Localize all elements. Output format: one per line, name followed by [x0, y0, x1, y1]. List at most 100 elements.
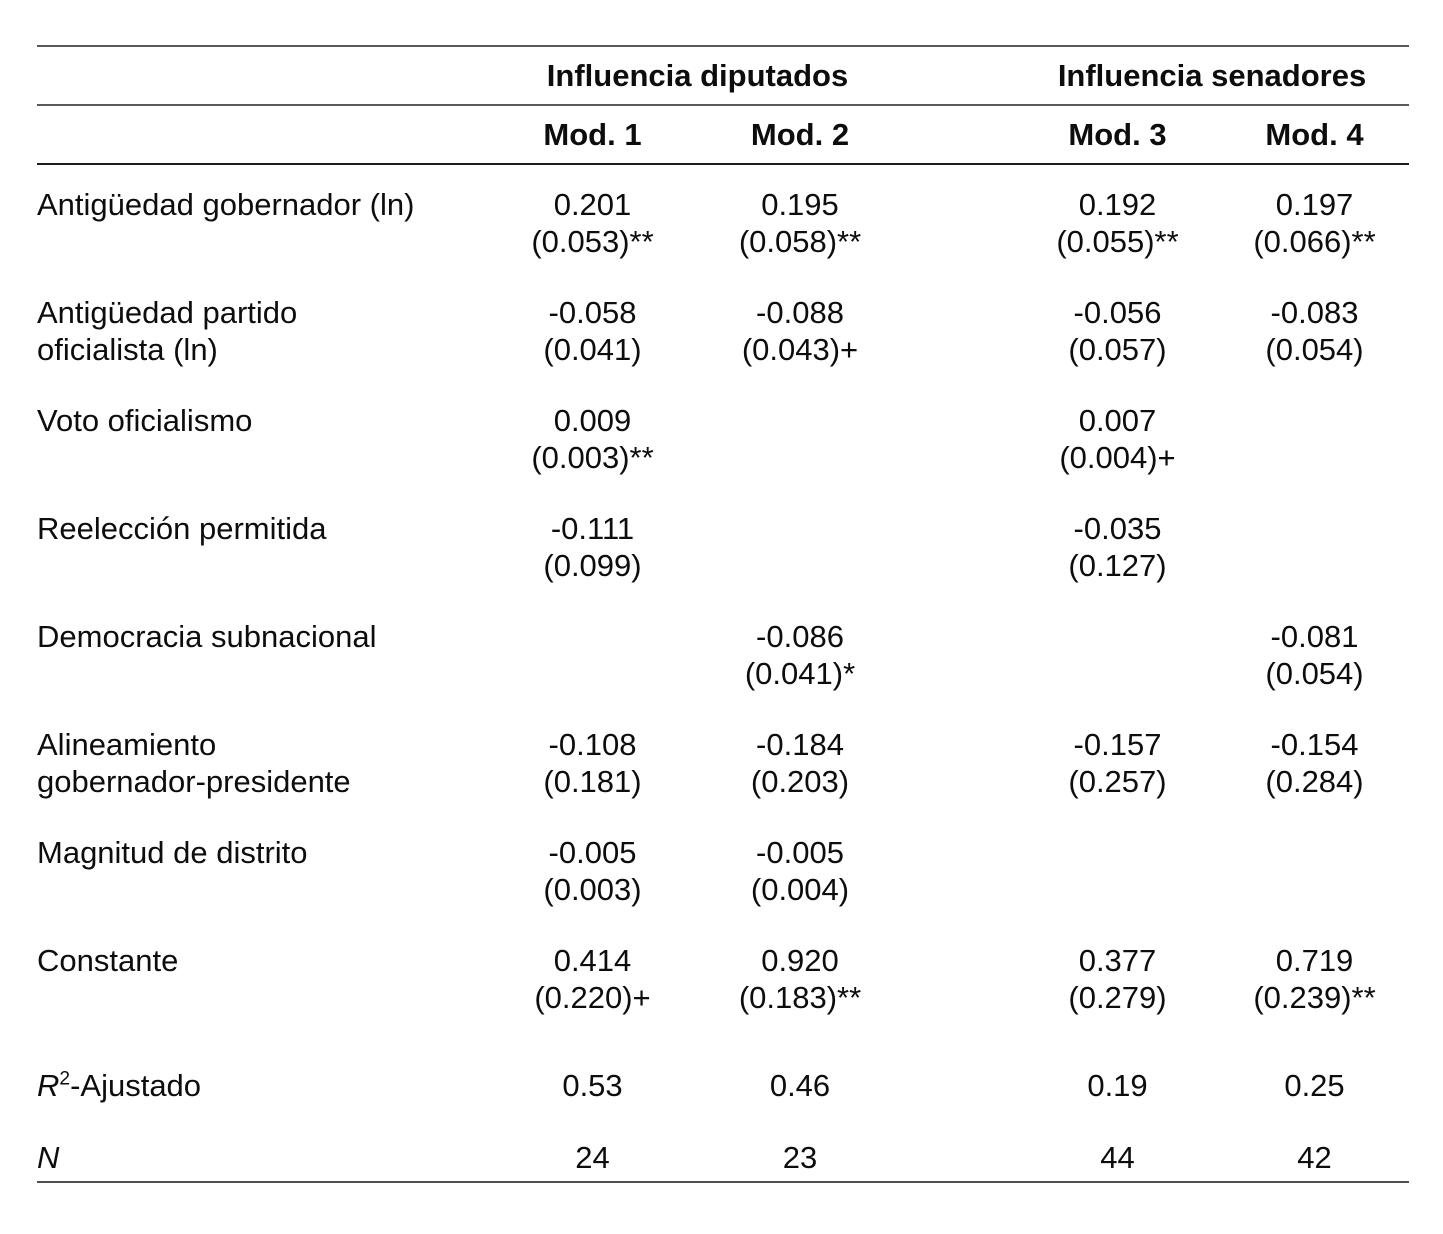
coef-cell	[490, 618, 695, 726]
coef-cell: 0.719 (0.239)**	[1220, 942, 1409, 1050]
standard-error-value: (0.054)	[1265, 656, 1364, 691]
col-group-senadores: Influencia senadores	[1015, 46, 1410, 106]
table-header: Influencia diputados Influencia senadore…	[37, 46, 1410, 165]
coefficient-value: 0.719	[1275, 943, 1354, 978]
coef-cell: 0.414 (0.220)+	[490, 942, 695, 1050]
standard-error-value: (0.279)	[1068, 980, 1167, 1015]
coefficient-value: -0.056	[1073, 295, 1162, 330]
empty-corner-cell	[37, 105, 490, 165]
coef-cell: 0.192 (0.055)**	[1015, 164, 1220, 294]
stat-value: 24	[490, 1104, 695, 1183]
coefficient-value: -0.157	[1073, 727, 1162, 762]
coefficient-value: 0.920	[761, 943, 839, 978]
coef-row: Magnitud de distrito -0.005 (0.003) -0.005(…	[37, 834, 1409, 942]
standard-error-value: (0.057)	[1068, 332, 1167, 367]
regression-table-wrapper: Influencia diputados Influencia senadore…	[37, 45, 1410, 1183]
coef-cell	[1015, 834, 1220, 942]
column-gap	[905, 618, 1015, 726]
standard-error-value: (0.203)	[750, 764, 850, 799]
col-group-diputados: Influencia diputados	[490, 46, 905, 106]
standard-error-value: (0.284)	[1265, 764, 1364, 799]
standard-error-value: (0.220)+	[534, 980, 651, 1015]
coef-cell: -0.058 (0.041)	[490, 294, 695, 402]
coef-cell: -0.086 (0.041)*	[695, 618, 905, 726]
coefficient-value: -0.005	[548, 835, 637, 870]
coefficient-value: 0.192	[1078, 187, 1157, 222]
coef-cell: -0.056 (0.057)	[1015, 294, 1220, 402]
standard-error-value: (0.239)**	[1253, 980, 1376, 1015]
row-label: Antigüedad partido oficialista (ln)	[37, 295, 298, 367]
stat-value: 0.19	[1087, 1068, 1148, 1103]
coef-cell: -0.157 (0.257)	[1015, 726, 1220, 834]
column-gap	[905, 294, 1015, 402]
coef-cell: -0.088 (0.043)+	[695, 294, 905, 402]
standard-error-value: (0.099)	[543, 548, 642, 583]
row-label: Antigüedad gobernador (ln)	[37, 187, 415, 222]
standard-error-value: (0.053)**	[531, 224, 654, 259]
coef-cell: 0.007 (0.004)+	[1015, 402, 1220, 510]
standard-error-value: (0.058)**	[738, 224, 862, 259]
coefficient-value: 0.377	[1078, 943, 1157, 978]
coef-cell: -0.154 (0.284)	[1220, 726, 1409, 834]
standard-error-value: (0.127)	[1068, 548, 1167, 583]
coef-cell: 0.197 (0.066)**	[1220, 164, 1409, 294]
standard-error-value: (0.004)	[750, 872, 850, 907]
coef-row: Voto oficialismo 0.009 (0.003)** 0.007 (0.00…	[37, 402, 1409, 510]
stat-row-n: N 24 23 44 42	[37, 1104, 1410, 1183]
column-group-header-row: Influencia diputados Influencia senadore…	[37, 46, 1410, 106]
model-header-mod1: Mod. 1	[490, 105, 695, 165]
coefficient-value: 0.201	[553, 187, 632, 222]
standard-error-value: (0.041)	[543, 332, 642, 367]
row-label: Reelección permitida	[37, 511, 327, 546]
coef-cell: 0.920 (0.183)**	[695, 942, 905, 1050]
standard-error-value: (0.257)	[1068, 764, 1167, 799]
coef-row: Antigüedad gobernador (ln) 0.201 (0.053)**…	[37, 164, 1409, 294]
coef-cell: 0.195 (0.058)**	[695, 164, 905, 294]
empty-corner-cell	[37, 46, 490, 106]
coefficient-value: -0.154	[1270, 727, 1359, 762]
column-gap	[905, 1104, 1015, 1183]
coef-cell	[695, 510, 905, 618]
standard-error-value: (0.055)**	[1056, 224, 1179, 259]
coefficient-value: -0.005	[756, 835, 844, 870]
standard-error-value: (0.066)**	[1253, 224, 1376, 259]
coefficient-value: -0.035	[1073, 511, 1162, 546]
stat-label: N	[37, 1104, 490, 1183]
coef-cell: -0.111 (0.099)	[490, 510, 695, 618]
coef-cell: -0.184 (0.203)	[695, 726, 905, 834]
stat-row-r2-adjusted: R2-Ajustado 0.53 0.46 0.19 0.25	[37, 1050, 1409, 1104]
column-gap	[905, 726, 1015, 834]
coef-cell	[1220, 834, 1409, 942]
coef-cell: 0.009 (0.003)**	[490, 402, 695, 510]
coef-row: Alineamiento gobernador-presidente -0.108(…	[37, 726, 1409, 834]
regression-table: Influencia diputados Influencia senadore…	[37, 45, 1410, 1183]
coef-cell: -0.108 (0.181)	[490, 726, 695, 834]
coef-cell: -0.005 (0.004)	[695, 834, 905, 942]
row-label: Magnitud de distrito	[37, 835, 308, 870]
stat-label: R2-Ajustado	[37, 1068, 202, 1103]
coef-row: Constante 0.414 (0.220)+ 0.920 (0.183)** 0.37…	[37, 942, 1409, 1050]
coefficient-value: 0.197	[1275, 187, 1354, 222]
standard-error-value: (0.004)+	[1059, 440, 1176, 475]
coefficient-value: -0.111	[550, 511, 635, 546]
row-label: Constante	[37, 943, 179, 978]
coef-row: Antigüedad partido oficialista (ln) -0.058…	[37, 294, 1409, 402]
coef-cell: 0.377 (0.279)	[1015, 942, 1220, 1050]
column-gap	[905, 46, 1015, 106]
coef-cell	[1220, 510, 1409, 618]
coef-cell: -0.005 (0.003)	[490, 834, 695, 942]
coefficient-value: 0.414	[553, 943, 632, 978]
column-gap	[905, 834, 1015, 942]
standard-error-value: (0.181)	[543, 764, 642, 799]
column-gap	[905, 942, 1015, 1050]
coefficient-value: -0.081	[1270, 619, 1359, 654]
coef-cell: -0.035 (0.127)	[1015, 510, 1220, 618]
column-gap	[905, 105, 1015, 165]
coefficient-value: -0.088	[756, 295, 844, 330]
standard-error-value: (0.041)*	[744, 656, 856, 691]
coef-row: Reelección permitida -0.111 (0.099) -0.035(…	[37, 510, 1409, 618]
column-gap	[905, 402, 1015, 510]
coef-cell: -0.081 (0.054)	[1220, 618, 1409, 726]
row-label: Voto oficialismo	[37, 403, 253, 438]
